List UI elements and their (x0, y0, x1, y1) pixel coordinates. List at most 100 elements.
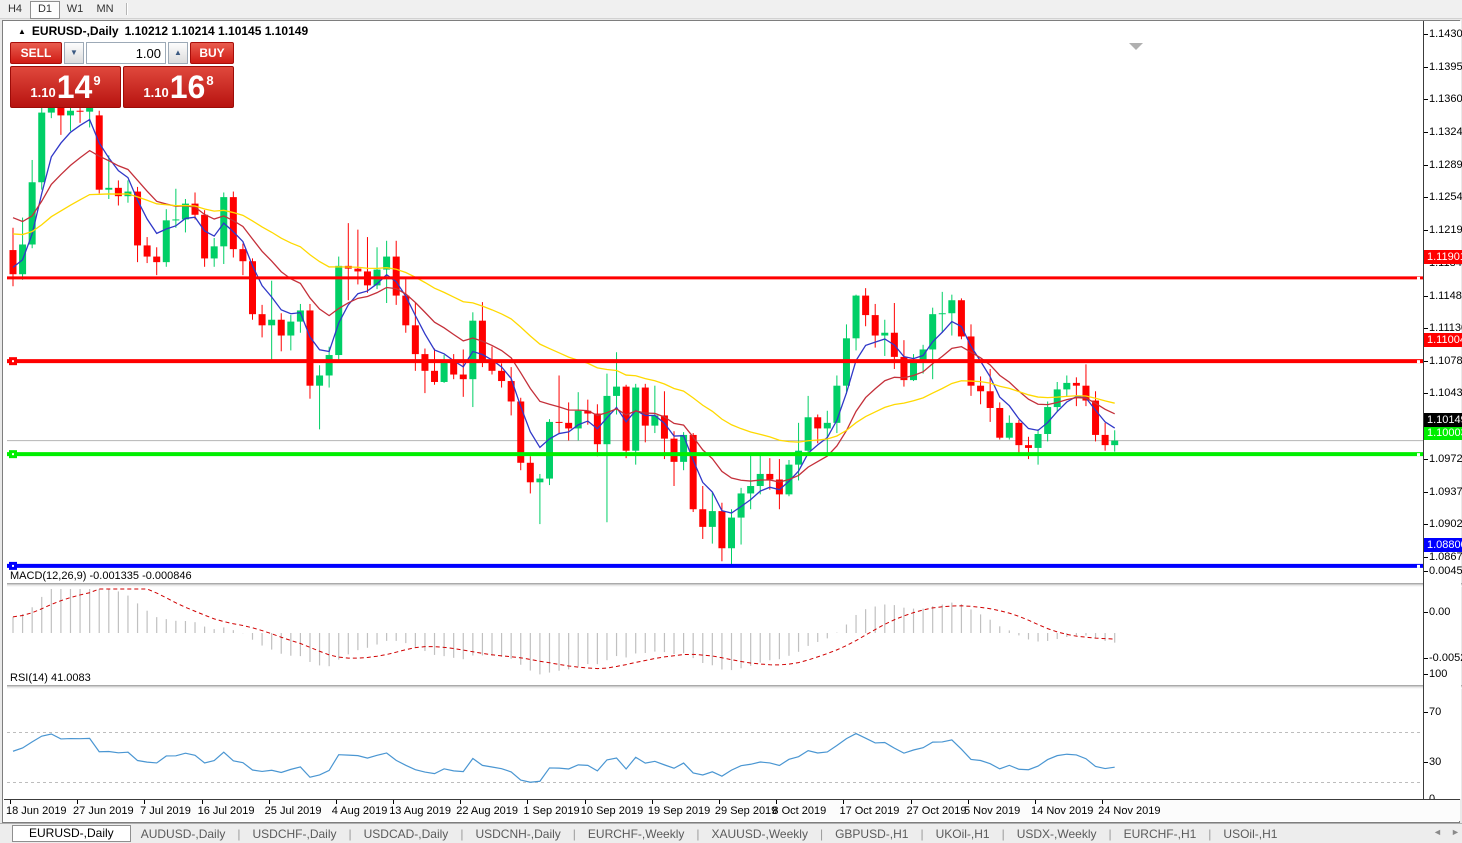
buy-button[interactable]: BUY (190, 42, 234, 64)
pane-separator-macd-rsi[interactable] (7, 685, 1462, 689)
chart-tab-gbpusd-h1[interactable]: GBPUSD-,H1 (835, 826, 909, 841)
rsi-pane[interactable] (7, 689, 1426, 820)
candle-body (871, 315, 879, 336)
candle-body (1034, 433, 1042, 448)
axis-tick-mark (1424, 197, 1428, 199)
ask-price-panel[interactable]: 1.10 16 8 (123, 66, 234, 108)
chart-tab-xauusd-weekly[interactable]: XAUUSD-,Weekly (711, 826, 808, 841)
date-axis-label: 4 Aug 2019 (331, 805, 388, 817)
candle-body (775, 479, 783, 495)
ask-price-point: 8 (206, 72, 214, 88)
chart-tab-eurchf-weekly[interactable]: EURCHF-,Weekly (587, 826, 685, 841)
tab-separator: | (696, 826, 700, 841)
level-line-handle-dot (12, 360, 14, 363)
candle-body (900, 356, 908, 381)
chart-tab-usdchf-daily[interactable]: USDCHF-,Daily (252, 826, 337, 841)
candle-body (555, 421, 563, 423)
rsi-axis-tick-label: 30 (1429, 755, 1442, 768)
timeframe-button-h4[interactable]: H4 (7, 3, 23, 15)
candle-body (881, 332, 889, 336)
candle-body (153, 256, 161, 263)
axis-tick-mark (1424, 164, 1428, 166)
bid-price-panel[interactable]: 1.10 14 9 (10, 66, 121, 108)
tab-scroll-right-icon[interactable]: ► (1451, 827, 1460, 837)
date-axis-label: 5 Nov 2019 (964, 805, 1021, 817)
date-axis[interactable]: 18 Jun 2019 27 Jun 2019 7 Jul 2019 16 Jul 2… (4, 799, 1460, 821)
tab-separator: | (348, 826, 352, 841)
tab-scroll-left-icon[interactable]: ◄ (1433, 827, 1442, 837)
price-axis[interactable] (1423, 21, 1461, 799)
candle-body (402, 295, 410, 326)
date-axis-tick-mark (268, 800, 270, 804)
candle-body (957, 300, 965, 337)
rsi-label: RSI(14) 41.0083 (10, 672, 91, 684)
volume-input[interactable] (86, 42, 166, 64)
candle-body (938, 313, 946, 315)
chart-tab-usdx-weekly[interactable]: USDX-,Weekly (1016, 826, 1097, 841)
candle-body (852, 295, 860, 339)
chart-shift-marker-icon[interactable] (1129, 43, 1143, 50)
candle-body (1072, 382, 1080, 386)
date-axis-tick-mark (10, 800, 11, 804)
date-axis-label: 10 Sep 2019 (580, 805, 644, 817)
level-line-end-dot (1417, 360, 1420, 364)
candle-body (66, 110, 74, 116)
pane-separator-main-macd[interactable] (7, 583, 1462, 587)
price-axis-tick-label: 1.09370 (1429, 485, 1462, 498)
macd-pane[interactable] (7, 587, 1426, 685)
date-axis-label: 27 Jun 2019 (73, 805, 134, 817)
candle-body (833, 385, 841, 423)
candle-body (249, 261, 256, 315)
sell-button[interactable]: SELL (10, 42, 62, 64)
level-line-end-dot (1417, 453, 1420, 457)
bid-price-prefix: 1.10 (30, 84, 56, 100)
axis-tick-mark (1424, 711, 1428, 713)
timeframe-button-mn[interactable]: MN (96, 3, 114, 15)
price-chart[interactable] (7, 42, 1426, 583)
candle-body (431, 370, 439, 382)
candle-body (1053, 389, 1061, 408)
candle-body (181, 203, 189, 220)
candle-body (76, 110, 84, 112)
date-axis-tick-mark (77, 800, 79, 804)
candle-body (1024, 445, 1032, 448)
chart-tab-usdcad-daily[interactable]: USDCAD-,Daily (363, 826, 449, 841)
timeframe-button-w1[interactable]: W1 (66, 3, 84, 15)
candle-body (948, 300, 956, 314)
candle-body (766, 473, 774, 480)
candle-body (986, 391, 994, 408)
candle-body (536, 478, 544, 483)
chart-tab-audusd-daily[interactable]: AUDUSD-,Daily (140, 826, 226, 841)
candle-body (95, 115, 103, 190)
date-axis-label: 7 Jul 2019 (140, 805, 191, 817)
date-axis-tick-mark (1035, 800, 1037, 804)
candle-body (1092, 400, 1100, 435)
candle-body (277, 319, 285, 336)
chart-tab-usoil-h1[interactable]: USOil-,H1 (1223, 826, 1278, 841)
candle-body (814, 417, 822, 429)
timeframe-button-d1[interactable]: D1 (30, 1, 60, 19)
volume-increase-button[interactable]: ▲ (168, 42, 188, 64)
candle-body (689, 434, 697, 510)
candle-body (996, 407, 1004, 438)
moving-average-line-1 (12, 118, 1116, 514)
axis-tick-mark (1424, 229, 1428, 231)
candle-body (795, 450, 803, 465)
chart-tab-eurusd-daily[interactable]: EURUSD-,Daily (12, 825, 131, 842)
date-axis-tick-mark (335, 800, 337, 804)
price-axis-tick-label: 1.11130 (1429, 322, 1462, 335)
chart-tab-eurchf-h1[interactable]: EURCHF-,H1 (1123, 826, 1197, 841)
level-line-end-dot (1417, 276, 1420, 280)
collapse-panel-icon[interactable]: ▲ (18, 26, 26, 36)
candle-body (201, 214, 209, 259)
candle-body (584, 410, 592, 414)
volume-decrease-button[interactable]: ▼ (64, 42, 84, 64)
candle-body (306, 310, 314, 386)
candle-body (335, 265, 343, 356)
candle-body (862, 295, 870, 316)
candle-body (383, 256, 391, 270)
chart-tab-usdcnh-daily[interactable]: USDCNH-,Daily (475, 826, 561, 841)
tab-separator: | (920, 826, 924, 841)
chart-tab-ukoil-h1[interactable]: UKOil-,H1 (935, 826, 990, 841)
